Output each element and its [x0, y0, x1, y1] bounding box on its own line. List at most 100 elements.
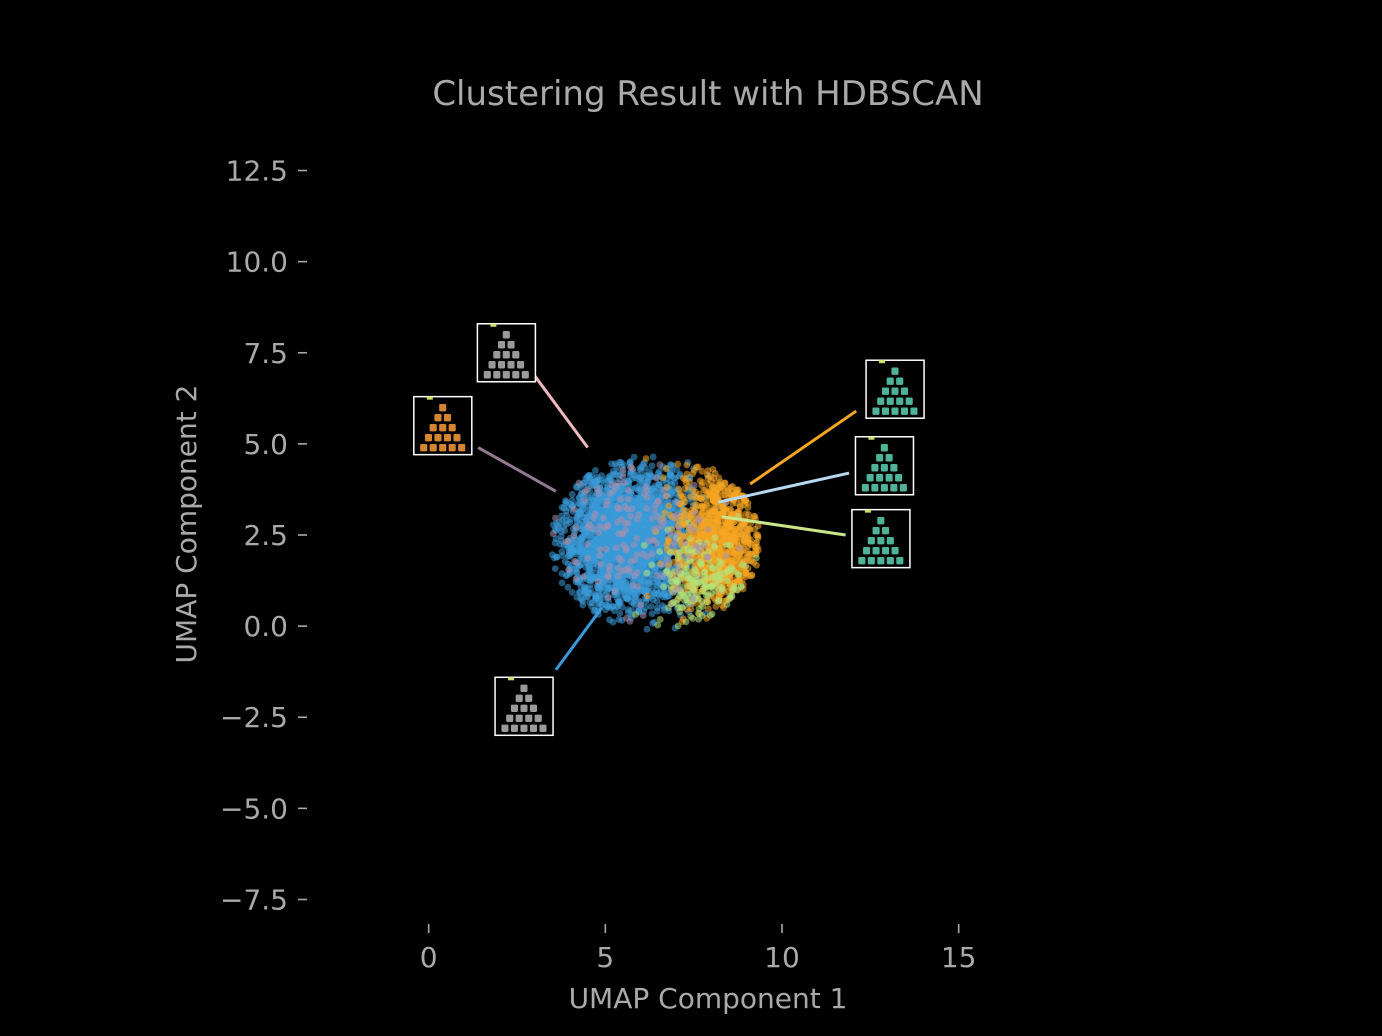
pyramid-block — [875, 453, 884, 463]
scatter-point — [584, 540, 591, 548]
thumbnail-marker — [868, 436, 875, 440]
scatter-point — [596, 552, 604, 559]
pyramid-block — [511, 370, 520, 380]
y-axis-label: UMAP Component 2 — [170, 385, 203, 664]
scatter-point — [691, 509, 699, 517]
scatter-point — [667, 583, 675, 590]
scatter-point — [683, 461, 691, 469]
scatter-point — [604, 593, 612, 601]
scatter-point — [621, 566, 629, 574]
annotation-line — [718, 471, 850, 504]
scatter-point — [716, 487, 724, 495]
scatter-point — [572, 524, 580, 532]
pyramid-block — [895, 396, 904, 406]
annotation-line — [529, 370, 589, 449]
pyramid-block — [900, 386, 909, 396]
pyramid-block — [862, 546, 871, 555]
y-tick-label: −5.0 — [220, 792, 288, 825]
pyramid-block — [870, 483, 880, 493]
scatter-point — [713, 550, 720, 558]
scatter-point — [586, 576, 594, 584]
annotation-line — [554, 607, 604, 671]
scatter-point — [752, 544, 760, 551]
scatter-point — [745, 538, 753, 546]
scatter-point — [636, 465, 644, 472]
scatter-point — [604, 536, 611, 544]
scatter-point — [562, 517, 570, 524]
scatter-point — [552, 535, 560, 543]
scatter-point — [621, 519, 629, 527]
scatter-point — [656, 461, 664, 469]
scatter-point — [681, 539, 689, 547]
scatter-point — [632, 593, 640, 601]
pyramid-block — [510, 704, 519, 713]
scatter-point — [617, 496, 624, 503]
pyramid-block — [876, 396, 885, 406]
scatter-point — [640, 541, 648, 549]
scatter-point — [584, 593, 592, 601]
scatter-point — [695, 547, 703, 555]
scatter-point — [681, 485, 689, 492]
scatter-point — [609, 618, 617, 626]
pyramid-block — [895, 556, 904, 565]
scatter-point — [631, 556, 639, 564]
scatter-point — [672, 600, 680, 608]
scatter-point — [627, 512, 635, 520]
thumbnail-marker — [879, 360, 886, 364]
scatter-point — [568, 490, 576, 498]
scatter-point — [709, 496, 717, 503]
series-3 — [549, 461, 744, 625]
scatter-point — [643, 505, 651, 512]
scatter-point — [653, 524, 661, 532]
scatter-point — [549, 530, 557, 538]
scatter-point — [718, 521, 726, 529]
scatter-point — [664, 535, 672, 543]
scatter-point — [704, 605, 712, 613]
scatter-point — [643, 569, 651, 577]
scatter-point — [704, 574, 712, 582]
scatter-point — [565, 566, 572, 574]
scatter-point — [634, 527, 642, 535]
scatter-point — [604, 573, 612, 581]
pyramid-block — [881, 546, 890, 555]
scatter-point — [614, 518, 621, 526]
scatter-point — [615, 616, 623, 623]
scatter-point — [624, 608, 632, 616]
pyramid-block — [510, 724, 519, 733]
scatter-point — [655, 492, 663, 500]
x-tick-label: 5 — [596, 941, 614, 974]
scatter-point — [698, 467, 706, 475]
scatter-point — [586, 477, 594, 485]
pyramid-block — [889, 483, 899, 493]
pyramid-block — [452, 433, 462, 442]
scatter-point — [564, 583, 572, 591]
scatter-point — [575, 500, 583, 508]
scatter-point — [698, 597, 706, 605]
scatter-point — [604, 497, 611, 505]
scatter-point — [640, 577, 648, 585]
scatter-point — [696, 494, 704, 502]
scatter-point — [711, 534, 719, 542]
scatter-point — [581, 583, 589, 591]
scatter-point — [583, 506, 591, 514]
scatter-point — [611, 460, 619, 468]
pyramid-block — [899, 483, 908, 493]
scatter-point — [562, 497, 569, 505]
scatter-point — [669, 542, 677, 549]
gray-pyramid-icon — [494, 676, 554, 737]
scatter-point — [620, 479, 628, 487]
scatter-point — [667, 548, 675, 556]
scatter-point — [704, 553, 712, 561]
scatter-point — [704, 467, 712, 474]
scatter-point — [575, 479, 583, 487]
pyramid-block — [876, 556, 885, 565]
scatter-point — [638, 558, 645, 566]
scatter-point — [648, 515, 656, 523]
pyramid-block — [857, 556, 866, 565]
x-tick-label: 15 — [941, 941, 977, 974]
scatter-point — [715, 474, 723, 482]
scatter-point — [618, 530, 626, 537]
pyramid-block — [500, 724, 510, 733]
pyramid-block — [538, 724, 548, 733]
scatter-point — [685, 553, 693, 560]
